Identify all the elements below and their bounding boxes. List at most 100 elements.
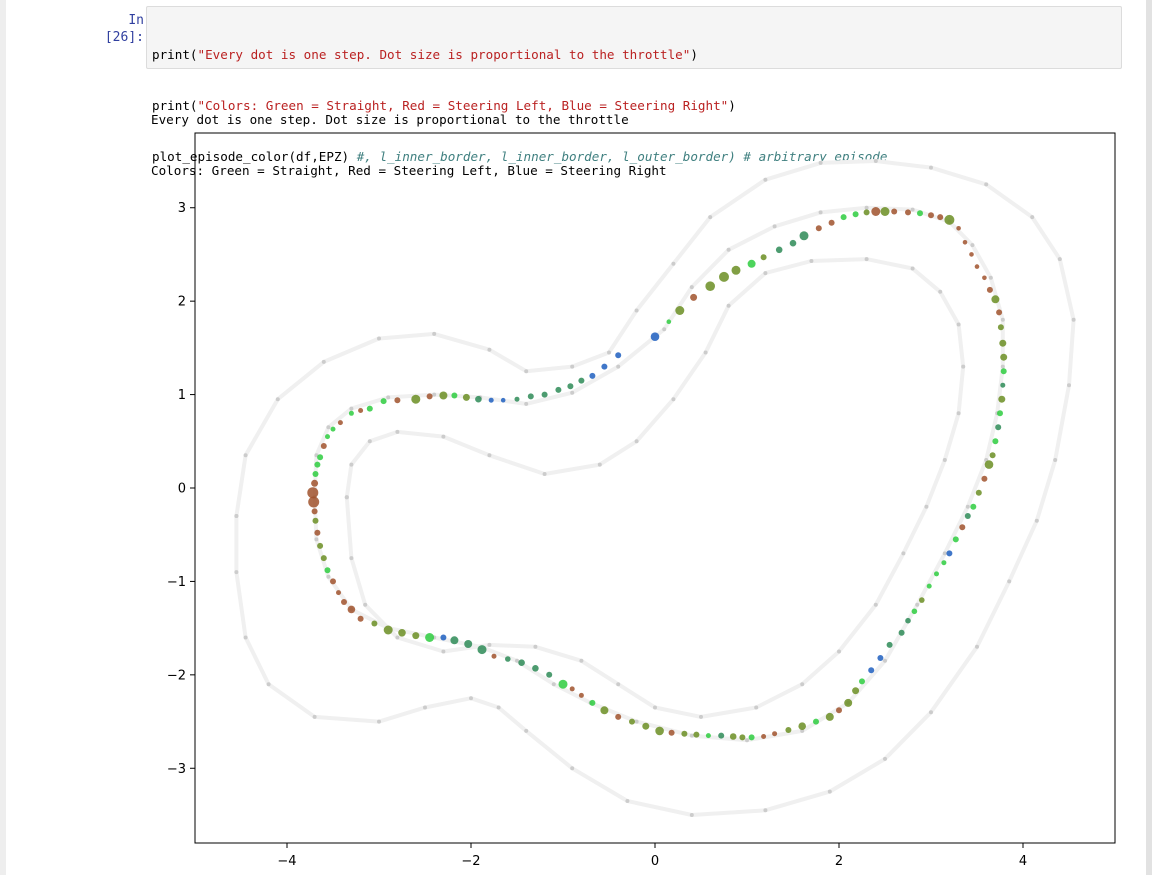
step-point — [567, 383, 574, 390]
track-inner-waypoint — [699, 714, 703, 719]
output-line-2: Colors: Green = Straight, Red = Steering… — [151, 163, 667, 178]
step-point — [462, 393, 470, 401]
step-point — [615, 713, 622, 720]
step-point — [863, 209, 870, 216]
step-point — [877, 655, 884, 661]
code-token-close: ) — [690, 47, 698, 62]
track-inner-waypoint — [395, 635, 400, 640]
track-outer-waypoint — [432, 331, 437, 336]
track-inner-waypoint — [533, 644, 538, 649]
y-tick-label: 0 — [178, 482, 186, 497]
step-point — [425, 633, 435, 642]
track-center-waypoint — [634, 719, 639, 724]
step-point — [491, 653, 497, 659]
step-point — [650, 332, 660, 341]
step-point — [324, 567, 331, 574]
step-point — [772, 731, 778, 737]
track-outer-waypoint — [975, 644, 979, 649]
step-point — [981, 475, 988, 482]
track-inner-waypoint — [703, 350, 708, 355]
track-center-waypoint — [326, 425, 331, 430]
track-inner-waypoint — [924, 504, 929, 509]
step-point — [341, 599, 347, 605]
step-point — [668, 729, 675, 736]
step-point — [785, 727, 792, 733]
track-outer-waypoint — [689, 813, 694, 817]
step-point — [601, 363, 608, 370]
x-tick-label: −2 — [461, 854, 480, 869]
step-point — [799, 231, 809, 241]
track-inner-waypoint — [873, 602, 878, 607]
track-center-waypoint — [689, 285, 694, 290]
step-point — [357, 615, 364, 622]
step-point — [589, 699, 596, 706]
step-point — [944, 214, 955, 225]
track-inner-waypoint — [809, 259, 814, 263]
track-outer-waypoint — [1071, 317, 1076, 322]
track-outer-waypoint — [929, 710, 933, 715]
track-inner-waypoint — [487, 453, 492, 458]
step-point — [761, 734, 767, 739]
track-outer-waypoint — [634, 308, 639, 313]
step-point — [464, 640, 473, 648]
step-point — [642, 722, 650, 730]
step-point — [398, 629, 406, 637]
track-outer-waypoint — [827, 789, 832, 794]
track-outer-waypoint — [487, 347, 492, 352]
track-center-waypoint — [551, 682, 556, 687]
step-point — [731, 265, 741, 275]
step-point — [317, 542, 324, 549]
y-tick-label: −1 — [167, 575, 186, 590]
track-outer-waypoint — [377, 336, 381, 341]
track-outer-waypoint — [1053, 458, 1058, 462]
track-inner-waypoint — [349, 556, 354, 561]
step-point — [347, 605, 356, 614]
track-center-line — [312, 205, 1005, 743]
step-point — [412, 632, 420, 640]
track-layer — [234, 159, 1076, 817]
step-point — [546, 671, 553, 678]
step-point — [320, 555, 327, 562]
step-point — [975, 489, 982, 496]
step-point — [411, 394, 421, 404]
step-point — [325, 434, 330, 440]
track-inner-waypoint — [349, 462, 354, 467]
page-scrollbar[interactable] — [1146, 0, 1152, 875]
step-point — [747, 259, 756, 268]
step-point — [911, 608, 918, 615]
step-point — [898, 629, 905, 636]
code-token-comment: #, l_inner_border, l_inner_border, l_out… — [349, 149, 888, 164]
track-inner-waypoint — [956, 411, 961, 416]
step-point — [989, 452, 996, 459]
step-point — [426, 393, 433, 400]
track-inner-waypoint — [395, 429, 400, 434]
step-point — [905, 617, 911, 624]
step-point — [451, 392, 458, 399]
step-point — [311, 479, 319, 487]
track-inner-waypoint — [363, 602, 368, 607]
track-outer-waypoint — [423, 705, 427, 710]
track-outer-waypoint — [1067, 383, 1071, 388]
x-tick-label: −4 — [277, 854, 296, 869]
track-center-waypoint — [689, 733, 694, 738]
track-center-waypoint — [745, 738, 749, 743]
step-point — [946, 550, 953, 557]
step-point — [871, 207, 881, 216]
step-point — [840, 214, 847, 221]
step-point — [852, 211, 859, 218]
step-point — [886, 641, 893, 648]
cell-output-text: Every dot is one step. Dot size is propo… — [151, 77, 667, 213]
step-point — [348, 410, 354, 416]
track-center-waypoint — [988, 275, 993, 280]
track-center-waypoint — [326, 574, 331, 579]
track-inner-waypoint — [910, 266, 915, 271]
track-inner-waypoint — [542, 472, 547, 476]
step-point — [600, 706, 609, 715]
track-center-waypoint — [616, 364, 621, 369]
code-cell[interactable]: print("Every dot is one step. Dot size i… — [146, 6, 1122, 164]
track-center-waypoint — [942, 551, 947, 556]
code-line-3: plot_episode_color(df,EPZ) #, l_inner_bo… — [152, 148, 1116, 165]
step-point — [655, 726, 664, 736]
track-inner-waypoint — [837, 649, 841, 654]
step-point — [760, 254, 767, 261]
